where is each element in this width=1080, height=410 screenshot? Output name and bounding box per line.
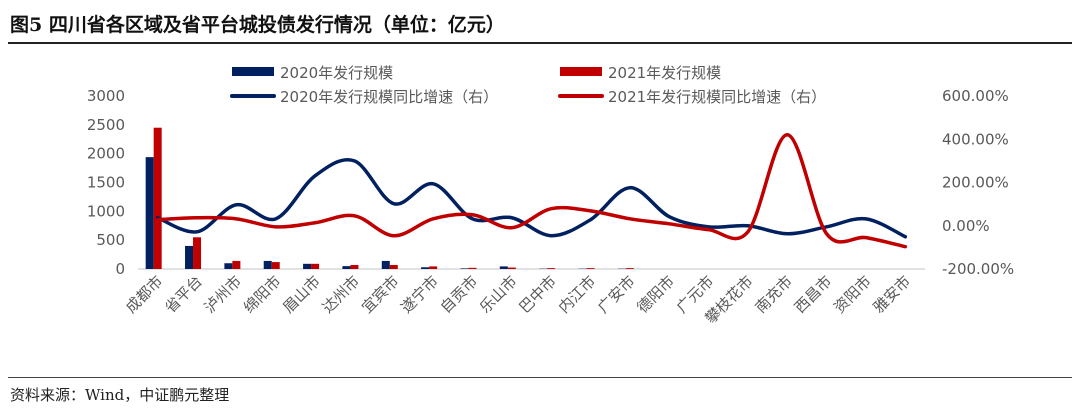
legend-label: 2021年发行规模: [608, 64, 721, 82]
bar-2021: [271, 262, 280, 269]
y-tick-label: 500: [96, 231, 125, 249]
x-tick-label: 雅安市: [870, 272, 915, 317]
y-tick-label: 1500: [87, 174, 125, 192]
bar-2020: [342, 266, 351, 269]
legend-label: 2021年发行规模同比增速（右）: [608, 88, 826, 106]
y2-tick-label: 200.00%: [942, 174, 1009, 192]
bar-2020: [460, 268, 469, 269]
x-tick-label: 内江市: [555, 272, 600, 317]
x-tick-label: 南充市: [752, 272, 797, 317]
chart: 0 500 1000 1500 2000 2500 3000 -200.00% 0.00% 200…: [87, 64, 1014, 327]
x-tick-label: 广安市: [594, 272, 639, 317]
y-tick-label: 2500: [87, 116, 125, 134]
x-tick-label: 绵阳市: [240, 272, 285, 317]
legend-swatch: [560, 67, 602, 76]
bar-2020: [263, 260, 272, 269]
y2-tick-label: 600.00%: [942, 87, 1009, 105]
bar-2021: [389, 264, 398, 269]
footer-divider: [8, 377, 1072, 378]
bar-2021: [311, 263, 320, 269]
x-tick-label: 泸州市: [201, 272, 246, 317]
legend-swatch: [232, 67, 274, 76]
x-tick-label: 眉山市: [279, 272, 324, 317]
legend-label: 2020年发行规模同比增速（右）: [280, 88, 498, 106]
y2-tick-label: 0.00%: [942, 217, 990, 235]
y-tick-label: 1000: [87, 202, 125, 220]
y-tick-label: 3000: [87, 87, 125, 105]
bar-2021: [547, 268, 556, 269]
x-tick-label: 巴中市: [515, 272, 560, 317]
bar-2020: [381, 260, 390, 269]
source-note: 资料来源：Wind，中证鹏元整理: [10, 386, 230, 404]
bar-2021: [468, 267, 477, 269]
x-tick-label: 自贡市: [437, 272, 482, 317]
x-tick-label: 资阳市: [830, 272, 875, 317]
bar-2021: [507, 267, 516, 269]
legend-label: 2020年发行规模: [280, 64, 393, 82]
bar-2021: [625, 268, 634, 269]
bar-2021: [350, 264, 359, 269]
bar-2021: [193, 237, 202, 269]
bar-2020: [421, 267, 430, 269]
line-2020-growth: [155, 158, 908, 239]
x-tick-label: 西昌市: [791, 272, 836, 317]
bar-2020: [145, 157, 154, 269]
y2-tick-label: 400.00%: [942, 130, 1009, 148]
bar-2021: [232, 260, 241, 269]
y-tick-label: 2000: [87, 145, 125, 163]
bar-2021: [429, 266, 438, 269]
bar-2020: [224, 263, 233, 269]
x-tick-label: 达州市: [319, 272, 364, 317]
x-tick-label: 省平台: [161, 272, 206, 317]
y2-tick-label: -200.00%: [942, 260, 1014, 278]
x-tick-label: 遂宁市: [397, 272, 442, 317]
bar-2021: [586, 268, 595, 269]
chart-title: 图5 四川省各区域及省平台城投债发行情况（单位：亿元）: [10, 14, 505, 36]
x-tick-label: 成都市: [122, 272, 167, 317]
x-tick-label: 乐山市: [476, 272, 521, 317]
bar-2020: [499, 266, 508, 269]
bar-2020: [185, 245, 194, 269]
bar-2020: [303, 263, 312, 269]
title-divider: [8, 42, 1072, 44]
x-tick-label: 德阳市: [633, 272, 678, 317]
y-tick-label: 0: [115, 260, 125, 278]
line-2021-growth: [155, 132, 908, 249]
bar-2021: [153, 127, 162, 269]
x-tick-label: 宜宾市: [358, 272, 403, 317]
